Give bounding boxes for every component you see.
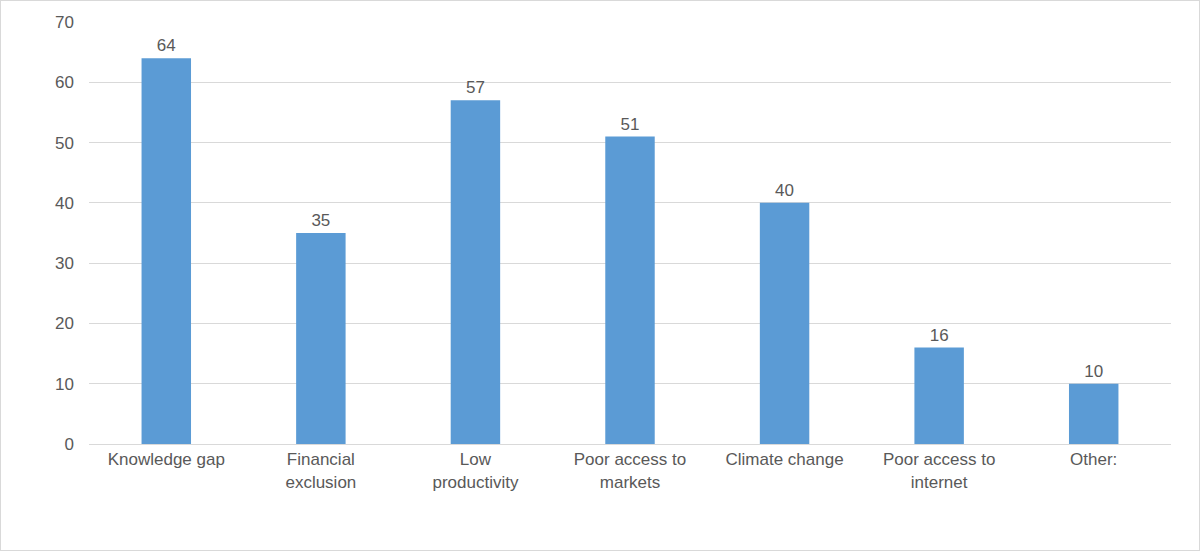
svg-text:0: 0 [65,435,74,454]
svg-text:10: 10 [55,375,74,394]
svg-text:35: 35 [311,211,330,230]
svg-text:16: 16 [930,326,949,345]
svg-text:20: 20 [55,314,74,333]
svg-text:40: 40 [775,181,794,200]
svg-text:Poor access tomarkets: Poor access tomarkets [574,450,686,491]
svg-text:50: 50 [55,134,74,153]
svg-text:Climate change: Climate change [726,450,844,469]
svg-text:10: 10 [1084,362,1103,381]
svg-text:30: 30 [55,254,74,273]
svg-text:70: 70 [55,13,74,32]
svg-text:57: 57 [466,78,485,97]
svg-text:51: 51 [621,115,640,134]
svg-text:Lowproductivity: Lowproductivity [432,450,518,491]
svg-text:40: 40 [55,194,74,213]
svg-text:60: 60 [55,73,74,92]
svg-text:Poor access tointernet: Poor access tointernet [883,450,995,491]
svg-text:Financialexclusion: Financialexclusion [285,450,356,491]
svg-text:64: 64 [157,36,176,55]
svg-text:Other:: Other: [1070,450,1117,469]
svg-text:Knowledge gap: Knowledge gap [108,450,225,469]
